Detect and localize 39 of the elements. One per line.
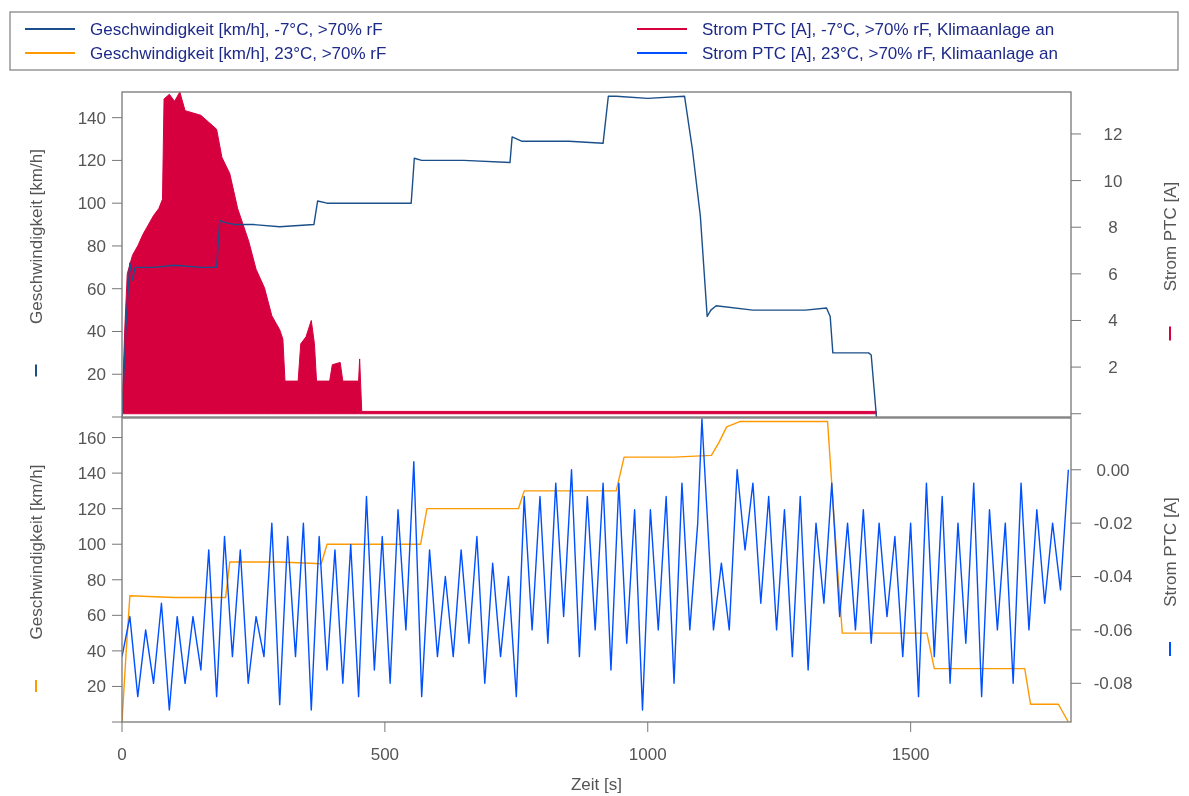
x-axis-title: Zeit [s]: [570, 775, 623, 794]
legend-label: Geschwindigkeit [km/h], -7°C, >70% rF: [90, 19, 383, 39]
x-tick-label: 0: [117, 745, 127, 764]
legend-label: Geschwindigkeit [km/h], 23°C, >70% rF: [90, 43, 387, 63]
legend-label: Strom PTC [A], 23°C, >70% rF, Klimaanlage an: [702, 43, 1058, 63]
x-tick-label: 1500: [891, 745, 930, 764]
y2-tick-label: -0.04: [1093, 567, 1133, 587]
y-tick-label: 120: [77, 499, 106, 519]
y2-tick-label: -0.02: [1093, 514, 1133, 534]
y-tick-label: 80: [87, 236, 106, 256]
x-tick-label: 1000: [628, 745, 667, 764]
y-tick-label: 20: [87, 365, 106, 385]
y2-tick-label: 6: [1108, 264, 1118, 284]
y-tick-label: 60: [87, 279, 106, 299]
y-axis-title: Geschwindigkeit [km/h]: [26, 149, 46, 324]
y2-axis-title: Strom PTC [A]: [1160, 181, 1180, 292]
y-tick-label: 60: [87, 606, 106, 626]
y2-tick-label: 8: [1108, 218, 1118, 238]
y2-axis-title: Strom PTC [A]: [1160, 497, 1180, 607]
y-tick-label: 140: [77, 108, 106, 128]
y-tick-label: 100: [77, 535, 106, 555]
y2-tick-label: 0.00: [1096, 460, 1130, 480]
y2-tick-label: -0.06: [1093, 620, 1133, 640]
y-tick-label: 80: [87, 570, 106, 590]
y-tick-label: 40: [87, 641, 106, 661]
y-axis-title: Geschwindigkeit [km/h]: [26, 464, 46, 640]
y2-tick-label: 12: [1103, 124, 1123, 144]
y2-tick-label: 10: [1103, 171, 1123, 191]
y2-tick-label: 4: [1108, 311, 1118, 331]
y-tick-label: 100: [77, 194, 106, 214]
y2-tick-label: -0.08: [1093, 674, 1133, 694]
legend-label: Strom PTC [A], -7°C, >70% rF, Klimaanlage an: [702, 19, 1055, 39]
y-tick-label: 40: [87, 322, 106, 342]
y2-tick-label: 2: [1108, 358, 1118, 378]
y-tick-label: 160: [77, 428, 106, 448]
y-tick-label: 120: [77, 151, 106, 171]
y-tick-label: 140: [77, 464, 106, 484]
y-tick-label: 20: [87, 677, 106, 697]
x-tick-label: 500: [370, 745, 400, 764]
